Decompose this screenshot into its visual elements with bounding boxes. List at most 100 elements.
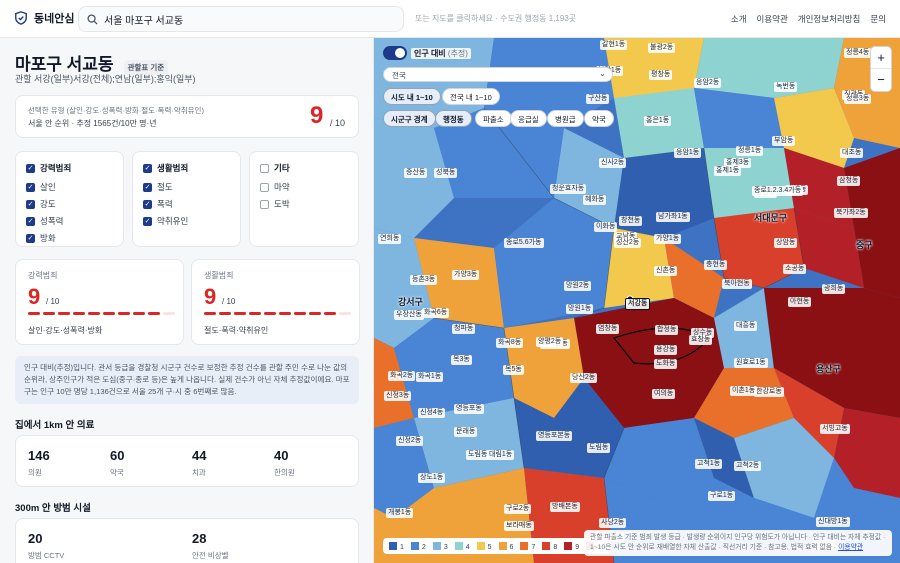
district-label[interactable]: 방배본동 — [550, 502, 580, 512]
layer-pill-police[interactable]: 파출소 — [475, 110, 512, 127]
layer-pill-sigungu[interactable]: 시군구 경계 — [383, 110, 436, 127]
district-label[interactable]: 대조동 — [840, 148, 863, 158]
district-label[interactable]: 신사2동 — [599, 158, 626, 168]
district-label[interactable]: 신정4동 — [418, 408, 445, 418]
district-label[interactable]: 구로2동 — [504, 504, 531, 514]
district-label[interactable]: 원효로1동 — [734, 358, 768, 368]
nav-about[interactable]: 소개 — [731, 13, 747, 25]
checkbox-sexual-assault[interactable]: ✓ — [26, 217, 35, 226]
layer-pill-dong[interactable]: 행정동 — [435, 110, 472, 127]
district-label[interactable]: 신촌동 — [654, 266, 677, 276]
district-label[interactable]: 영등포동 — [454, 404, 484, 414]
district-label[interactable]: 정릉4동 — [844, 48, 871, 58]
district-label[interactable]: 망원1동 — [566, 304, 593, 314]
district-label[interactable]: 도림동 — [466, 450, 489, 460]
district-label[interactable]: 서강동 — [625, 298, 650, 310]
district-label[interactable]: 고척2동 — [734, 461, 761, 471]
district-label[interactable]: 신정3동 — [384, 391, 411, 401]
checkbox-gambling[interactable] — [260, 200, 269, 209]
district-label[interactable]: 용강동 — [654, 345, 677, 355]
district-label[interactable]: 성산2동 — [614, 238, 641, 248]
district-label[interactable]: 이화동 — [594, 222, 617, 232]
brand[interactable]: 동네안심 — [14, 10, 74, 26]
district-label[interactable]: 가양1동 — [654, 234, 681, 244]
district-label[interactable]: 등촌3동 — [410, 275, 437, 285]
district-label[interactable]: 서대문구 — [752, 213, 789, 223]
nav-terms[interactable]: 이용약관 — [757, 13, 788, 25]
district-label[interactable]: 응암1동 — [674, 148, 701, 158]
district-label[interactable]: 화곡1동 — [416, 372, 443, 382]
district-label[interactable]: 종로1.2.3.4가동 — [752, 186, 803, 196]
district-label[interactable]: 갈현1동 — [600, 40, 627, 50]
district-label[interactable]: 구산동 — [586, 94, 609, 104]
choropleth-map[interactable]: 갈현1동불광2동정릉4동불광1동평창동진관동응암2동녹번동정릉3동구산동홍은1동… — [374, 38, 900, 563]
district-label[interactable]: 남가좌1동 — [656, 212, 690, 222]
district-label[interactable]: 목3동 — [451, 355, 472, 365]
district-label[interactable]: 가양3동 — [452, 270, 479, 280]
district-label[interactable]: 도화동 — [654, 359, 677, 369]
district-label[interactable]: 창천동 — [619, 216, 642, 226]
district-label[interactable]: 홍제1동 — [714, 166, 741, 176]
checkbox-arson[interactable]: ✓ — [26, 234, 35, 243]
district-label[interactable]: 화곡6동 — [422, 308, 449, 318]
district-label[interactable]: 정릉1동 — [736, 146, 763, 156]
checkbox-other[interactable] — [260, 164, 269, 173]
district-label[interactable]: 혜화동 — [583, 195, 606, 205]
district-label[interactable]: 구로1동 — [708, 491, 735, 501]
search-input[interactable] — [104, 14, 384, 25]
district-label[interactable]: 상암동 — [774, 238, 797, 248]
district-label[interactable]: 강서구 — [396, 297, 425, 307]
district-label[interactable]: 문래동 — [454, 427, 477, 437]
district-label[interactable]: 녹번동 — [774, 82, 797, 92]
checkbox-violence[interactable]: ✓ — [143, 200, 152, 209]
district-label[interactable]: 염창동 — [596, 324, 619, 334]
address-search[interactable] — [78, 6, 404, 32]
checkbox-violent[interactable]: ✓ — [26, 164, 35, 173]
checkbox-robbery[interactable]: ✓ — [26, 200, 35, 209]
district-label[interactable]: 성북동 — [434, 168, 457, 178]
layer-pill-pharmacy[interactable]: 약국 — [584, 110, 614, 127]
scope-pill-national[interactable]: 전국 내 1~10 — [442, 88, 500, 105]
district-label[interactable]: 여의동 — [652, 389, 675, 399]
district-label[interactable]: 대흥동 — [734, 321, 757, 331]
district-label[interactable]: 개봉1동 — [386, 508, 413, 518]
district-label[interactable]: 도림동 — [587, 443, 610, 453]
district-label[interactable]: 삼청동 — [837, 176, 860, 186]
layer-pill-hospital[interactable]: 병원급 — [547, 110, 584, 127]
district-label[interactable]: 신대방1동 — [816, 517, 850, 527]
district-label[interactable]: 광희동 — [822, 284, 845, 294]
district-label[interactable]: 사당2동 — [599, 518, 626, 528]
district-label[interactable]: 화곡2동 — [388, 371, 415, 381]
district-label[interactable]: 종로5.6가동 — [504, 238, 544, 248]
terms-link[interactable]: 이용약관 — [838, 544, 863, 551]
district-label[interactable]: 소공동 — [783, 264, 806, 274]
district-label[interactable]: 청운효자동 — [550, 184, 586, 194]
district-label[interactable]: 목5동 — [503, 365, 524, 375]
district-label[interactable]: 북아현동 — [722, 279, 752, 289]
district-label[interactable]: 충현동 — [704, 260, 727, 270]
district-label[interactable]: 중구 — [854, 240, 875, 250]
district-label[interactable]: 한강로동 — [754, 387, 784, 397]
checkbox-theft[interactable]: ✓ — [143, 183, 152, 192]
zoom-out-button[interactable]: − — [871, 69, 891, 91]
district-label[interactable]: 양평2동 — [536, 337, 563, 347]
district-label[interactable]: 보라매동 — [504, 521, 534, 531]
district-label[interactable]: 증산동 — [404, 168, 427, 178]
district-label[interactable]: 합정동 — [655, 325, 678, 335]
district-label[interactable]: 서빙고동 — [820, 424, 850, 434]
district-label[interactable]: 청파동 — [452, 324, 475, 334]
zoom-in-button[interactable]: + — [871, 47, 891, 69]
district-label[interactable]: 홍은1동 — [644, 116, 671, 126]
district-label[interactable]: 대림1동 — [487, 450, 514, 460]
checkbox-everyday[interactable]: ✓ — [143, 164, 152, 173]
district-label[interactable]: 평창동 — [649, 70, 672, 80]
nav-contact[interactable]: 문의 — [870, 13, 886, 25]
district-label[interactable]: 신정2동 — [396, 436, 423, 446]
district-label[interactable]: 영등포본동 — [536, 431, 572, 441]
district-label[interactable]: 당산2동 — [570, 373, 597, 383]
checkbox-drugs[interactable] — [260, 183, 269, 192]
district-label[interactable]: 망원2동 — [564, 281, 591, 291]
district-label[interactable]: 아현동 — [788, 297, 811, 307]
layer-pill-emergency[interactable]: 응급실 — [510, 110, 547, 127]
district-label[interactable]: 부암동 — [772, 136, 795, 146]
